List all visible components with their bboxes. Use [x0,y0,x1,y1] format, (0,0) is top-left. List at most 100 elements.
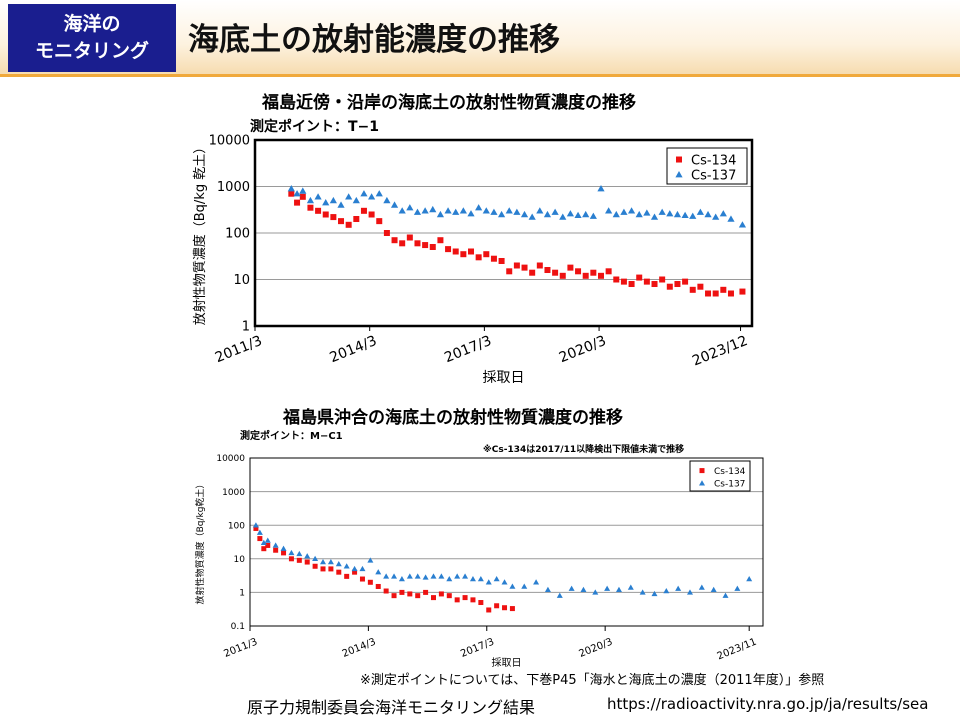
chart1-point-cs134 [460,251,467,258]
chart2-point-cs134 [359,576,365,582]
chart2-point-cs137 [280,545,287,551]
chart1-point-cs134 [414,240,421,247]
chart1-point-cs137 [704,210,712,218]
chart2-point-cs137 [485,579,492,585]
chart1-point-cs134 [437,237,444,244]
chart1-point-cs137 [490,208,498,215]
chart1-point-cs137 [627,207,636,214]
badge-line1: 海洋の [63,13,121,35]
chart1-point-cs137 [329,196,337,204]
chart2-point-cs134 [454,597,460,603]
chart2-point-cs137 [438,573,445,579]
chart1-point-cs137 [650,213,659,220]
chart2-point-cs134 [288,556,294,562]
category-badge: 海洋の モニタリング [8,4,176,72]
chart2-point-cs137 [477,576,484,582]
chart1-point-cs134 [674,281,681,288]
chart1-point-cs137 [505,207,513,214]
chart1-point-cs137 [459,207,467,214]
chart1-point-cs137 [727,215,735,222]
chart2-point-cs137 [454,573,461,579]
chart1-point-cs137 [287,185,295,192]
chart2-point-cs137 [375,569,382,575]
chart1-point-cs137 [429,205,437,213]
chart1-point-cs137 [689,212,697,219]
chart1-point-cs134 [307,204,314,211]
chart1-point-cs134 [697,283,704,290]
chart2-point-cs137 [264,537,271,543]
chart2-point-cs134 [509,606,515,612]
chart1-point-cs137 [536,207,544,214]
chart1-point-cs137 [597,185,605,192]
chart1-point-cs134 [575,268,582,275]
chart1-ytick-label: 1000 [217,180,250,195]
chart2-xtick-label: 2011/3 [222,637,259,660]
chart2-point-cs137 [430,573,437,579]
chart2-point-cs137 [256,529,263,535]
chart1-point-cs137 [635,210,643,218]
chart2-title: 福島県沖合の海底土の放射性物質濃度の推移 [283,408,623,428]
chart2-point-cs134 [336,569,342,575]
chart1-point-cs137 [666,210,674,217]
chart1-point-cs134 [345,221,352,228]
chart2-legend-marker [699,480,705,486]
chart1-point-cs134 [429,243,436,250]
chart2-point-cs134 [470,597,476,603]
source-url[interactable]: https://radioactivity.nra.go.jp/ja/resul… [607,695,929,713]
source-credit: 原子力規制委員会海洋モニタリング結果 [247,698,536,717]
chart2-point-cs137 [580,586,587,592]
chart1-point-cs134 [720,286,727,293]
chart2-point-cs137 [327,559,334,565]
chart1-point-cs137 [582,210,590,218]
chart2-ytick-label: 10000 [216,454,245,464]
chart1-xtick-label: 2014/3 [328,333,380,366]
chart2-point-cs137 [544,586,551,592]
chart1-point-cs137 [444,207,452,214]
chart1-point-cs134 [513,262,520,269]
chart2-point-cs137 [501,579,508,585]
chart2-ytick-label: 1 [239,589,245,599]
chart1-point-cs137 [696,208,704,215]
chart1-point-cs137 [520,210,529,218]
chart1-point-cs137 [513,208,521,215]
chart2-point-cs134 [391,593,397,599]
chart2-legend-label: Cs-137 [714,480,745,490]
chart2-point-cs137 [367,557,374,563]
chart2-point-cs137 [533,579,540,585]
chart2-point-cs134 [407,591,413,597]
chart2-point-cs137 [627,584,634,590]
chart1-point-cs137 [406,204,414,211]
chart2-xtick-label: 2017/3 [459,637,496,660]
chart1-point-cs137 [467,210,475,217]
chart1-point-cs134 [322,211,329,218]
chart1-point-cs137 [322,199,330,206]
chart1-point-cs134 [536,262,543,269]
chart1-point-cs134 [521,264,528,271]
chart1-point-cs134 [422,242,429,249]
chart1-ylabel: 放射性物質濃度（Bq/kg 乾土） [192,141,208,325]
chart1-point-cs134 [406,234,413,241]
chart2-point-cs134 [438,591,444,597]
chart2-point-cs134 [486,607,492,613]
chart1-point-cs134 [360,207,367,214]
chart1-point-cs137 [398,207,406,214]
chart1-point-cs137 [673,210,682,218]
chart1-title: 福島近傍・沿岸の海底土の放射性物質濃度の推移 [262,93,636,113]
chart1-point-cs137 [738,221,747,228]
chart2-point-cs134 [430,595,436,601]
chart2-ytick-label: 1000 [222,488,245,498]
chart1-point-cs134 [567,264,574,271]
chart2-legend-box [689,460,751,492]
chart2-point-cs137 [296,550,303,557]
chart2-point-cs137 [615,586,622,592]
chart1-point-cs134 [552,269,559,276]
chart2-point-cs137 [604,585,611,591]
chart1-point-cs134 [288,190,295,197]
chart2-point-cs137 [252,522,259,528]
chart1-point-cs134 [636,274,643,281]
chart1-point-cs134 [445,246,452,253]
page-title: 海底土の放射能濃度の推移 [188,22,560,58]
chart1-point-cs134 [383,230,390,236]
chart1-xtick-label: 2011/3 [213,333,265,366]
